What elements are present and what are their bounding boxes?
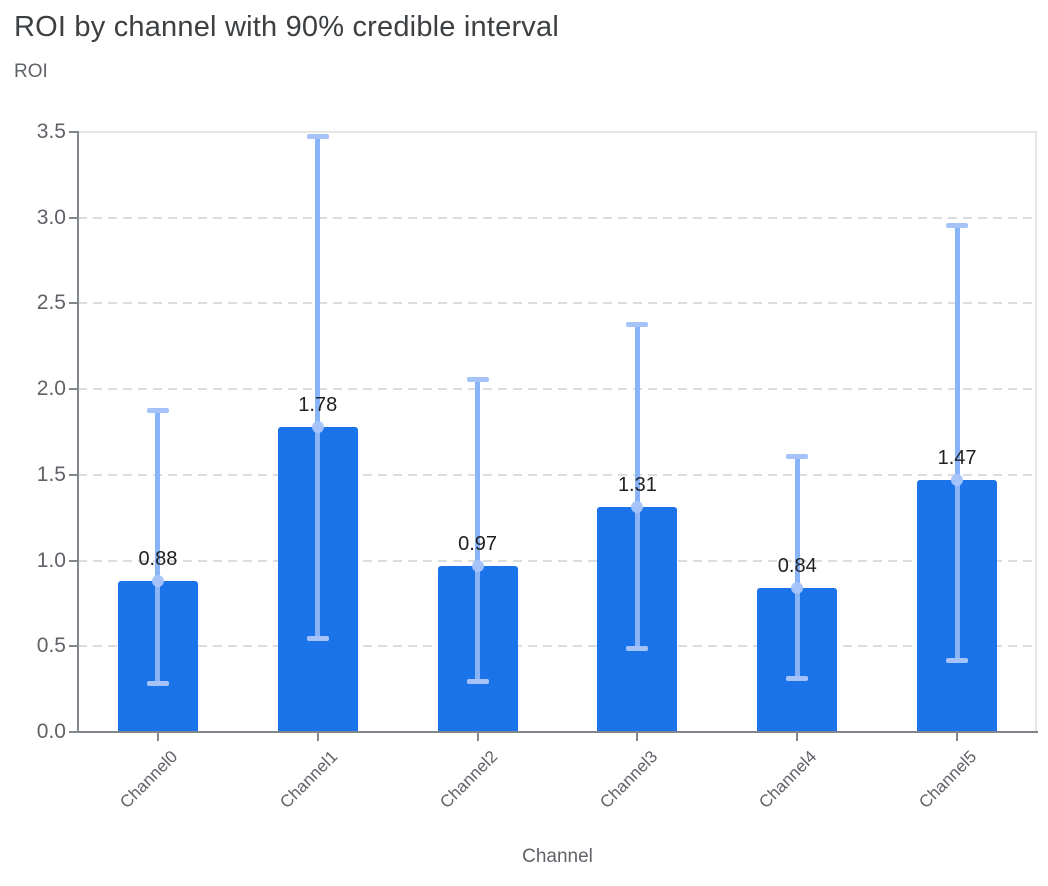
value-label: 1.78	[298, 393, 338, 416]
x-axis-tick	[156, 732, 159, 741]
error-bar-cap-bottom	[146, 680, 169, 686]
x-axis-tick	[956, 732, 959, 741]
error-bar-line	[794, 454, 800, 681]
plot-border-right	[1035, 132, 1037, 732]
error-bar-cap-bottom	[786, 675, 809, 681]
y-axis-tick	[69, 388, 78, 391]
x-tick-label: Channel3	[595, 747, 661, 812]
error-bar-marker	[151, 575, 164, 588]
gridline-top	[78, 131, 1037, 133]
x-axis-tick	[316, 732, 319, 741]
x-tick-label: Channel1	[276, 747, 342, 812]
y-axis-tick	[69, 216, 78, 219]
value-label: 1.31	[617, 474, 657, 497]
y-axis-tick	[69, 473, 78, 476]
x-tick-label: Channel2	[436, 747, 502, 812]
error-bar-cap-top	[306, 133, 329, 139]
y-tick-label: 2.5	[36, 291, 66, 315]
gridline	[78, 473, 1037, 476]
error-bar-cap-top	[626, 322, 649, 328]
x-axis-tick	[476, 732, 479, 741]
error-bar-line	[155, 408, 161, 686]
error-bar-marker	[311, 420, 324, 433]
value-label: 1.47	[937, 447, 977, 469]
value-label: 0.88	[138, 548, 178, 571]
x-axis-title: Channel	[522, 846, 593, 867]
y-tick-label: 1.5	[36, 462, 66, 486]
error-bar-cap-bottom	[626, 646, 649, 652]
value-label: 0.97	[458, 532, 498, 555]
y-tick-label: 0.5	[36, 634, 66, 658]
gridline	[78, 645, 1037, 648]
x-axis-tick	[796, 732, 799, 741]
y-tick-label: 3.0	[36, 205, 66, 229]
y-axis-tick	[69, 731, 78, 733]
y-tick-label: 2.0	[36, 377, 66, 401]
y-axis-tick	[69, 302, 78, 305]
x-tick-label: Channel0	[116, 747, 182, 812]
y-axis-tick	[69, 645, 78, 648]
chart-title: ROI by channel with 90% credible interva…	[14, 11, 559, 43]
y-tick-label: 1.0	[36, 548, 66, 572]
gridline	[78, 216, 1037, 219]
value-label: 0.84	[777, 555, 817, 577]
error-bar-line	[634, 322, 640, 652]
gridline	[78, 388, 1037, 391]
y-tick-label: 3.5	[36, 120, 66, 143]
error-bar-cap-top	[146, 408, 169, 413]
y-axis-tick	[69, 131, 78, 133]
error-bar-cap-top	[466, 377, 489, 383]
x-tick-label: Channel4	[755, 747, 821, 812]
error-bar-cap-top	[946, 222, 969, 228]
error-bar-cap-bottom	[466, 679, 489, 684]
error-bar-line	[315, 133, 321, 642]
error-bar-marker	[951, 474, 964, 486]
x-tick-label: Channel5	[915, 747, 981, 812]
y-axis-title: ROI	[14, 61, 48, 82]
error-bar-cap-top	[786, 454, 809, 460]
error-bar-cap-bottom	[946, 658, 969, 664]
y-tick-label: 0.0	[36, 720, 66, 743]
gridline	[78, 559, 1037, 562]
x-axis-line	[77, 731, 1038, 733]
x-axis-tick	[636, 732, 639, 741]
error-bar-line	[954, 222, 960, 664]
error-bar-marker	[631, 501, 644, 514]
y-axis-tick	[69, 559, 78, 562]
y-axis-line	[77, 131, 79, 733]
error-bar-marker	[471, 559, 484, 572]
gridline	[78, 302, 1037, 305]
error-bar-marker	[791, 582, 804, 594]
error-bar-line	[475, 377, 481, 684]
error-bar-cap-bottom	[306, 636, 329, 642]
